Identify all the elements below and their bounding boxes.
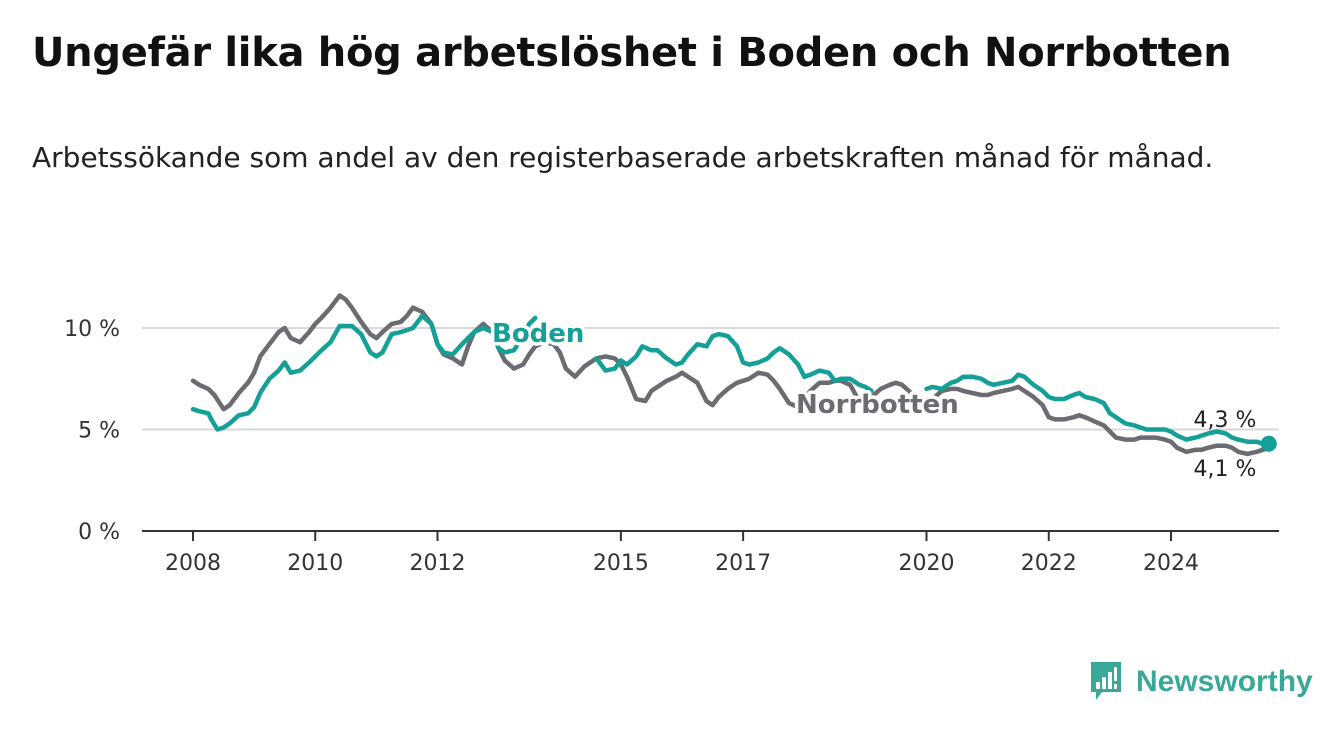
boden-endpoint xyxy=(1260,435,1277,452)
x-tick-label: 2017 xyxy=(715,551,771,576)
series-label-norrbotten: Norrbotten xyxy=(796,390,959,420)
x-tick-label: 2015 xyxy=(593,551,649,576)
x-tick-label: 2012 xyxy=(410,551,466,576)
x-tick-label: 2010 xyxy=(287,551,343,576)
x-tick-label: 2020 xyxy=(899,551,955,576)
y-tick-label: 0 % xyxy=(78,520,120,545)
x-tick-label: 2008 xyxy=(165,551,221,576)
gridlines xyxy=(142,327,1279,431)
series-label-norrbotten-halo: Norrbotten xyxy=(796,390,959,420)
series-lines xyxy=(190,293,1277,457)
end-label-norrbotten: 4,1 % xyxy=(1194,457,1257,482)
series-label-boden: Boden xyxy=(492,319,584,349)
y-tick-label: 10 % xyxy=(64,317,120,342)
chart-title: Ungefär lika hög arbetslöshet i Boden oc… xyxy=(32,30,1232,76)
series-line-norrbotten xyxy=(190,293,1272,457)
series-line-boden xyxy=(924,372,1272,446)
x-axis-ticks: 2008 2010 2012 2015 2017 2020 2022 2024 xyxy=(142,530,1279,576)
end-label-boden: 4,3 % xyxy=(1194,408,1257,433)
x-tick-label: 2022 xyxy=(1021,551,1077,576)
chart-subtitle: Arbetssökande som andel av den registerb… xyxy=(32,141,1214,174)
brand-name: Newsworthy xyxy=(1136,665,1313,698)
newsworthy-logo: Newsworthy xyxy=(1088,660,1313,704)
series-label-boden-halo: Boden xyxy=(492,319,584,349)
y-tick-label: 5 % xyxy=(78,419,120,444)
x-tick-label: 2024 xyxy=(1143,551,1199,576)
series-line-boden xyxy=(190,313,538,432)
series-line-boden xyxy=(594,331,874,394)
newsworthy-icon xyxy=(1091,662,1121,700)
y-axis-ticks: 0 % 5 % 10 % xyxy=(64,317,120,545)
